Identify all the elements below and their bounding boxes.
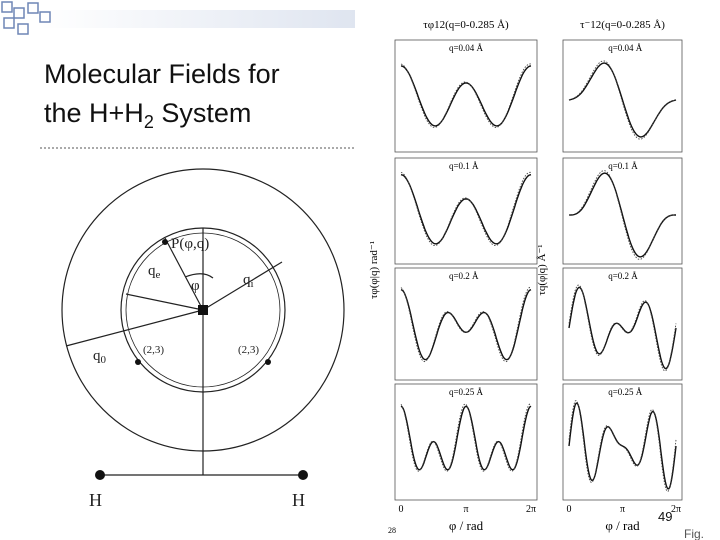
curve-dotted [400,286,532,363]
x-tick-label: π [620,504,625,515]
figure: τφ12(q=0-0.285 Å) τφ(φ|q) rad⁻¹ q=0.04 Å q=… [368,19,704,540]
y-axis-label: τq(φ|q) Å⁻¹ [536,244,548,295]
panel-label: q=0.25 Å [449,387,484,397]
x-tick-label: 0 [399,504,404,515]
panel-label: q=0.1 Å [449,161,479,171]
phi-label: φ [191,278,200,294]
curve-dotted [400,63,532,128]
decor-squares [1,1,51,35]
source-page: 28 [388,526,396,535]
header-bar [40,10,355,28]
panel-label: q=0.1 Å [608,161,638,171]
node-right: (2,3) [238,344,259,356]
x-tick-label: 2π [671,504,681,515]
diagram [61,168,345,476]
title-line2: the H+H2 System [44,98,251,132]
node-left: (2,3) [143,344,164,356]
panel-label: q=0.04 Å [449,43,484,53]
curve [400,174,532,245]
qe-label: qe [148,263,161,281]
y-axis-label: τφ(φ|q) rad⁻¹ [368,241,380,299]
panel-frame [562,157,683,265]
panel-frame [394,157,538,265]
curve [568,62,677,138]
x-tick-label: π [463,504,468,515]
curve-dotted [400,171,532,247]
panel-label: q=0.25 Å [608,387,643,397]
panel-label: q=0.04 Å [608,43,643,53]
curve-dotted [400,403,532,472]
x-axis-label: φ / rad [449,518,484,533]
panel-frame [562,267,683,381]
curve-dotted [568,60,677,140]
panel-header: τ⁻12(q=0-0.285 Å) [580,19,665,31]
curve [400,289,532,361]
panel-frame [562,383,683,501]
qi-label: qi [243,272,254,290]
panel-frame [394,383,538,501]
panel-frame [562,39,683,153]
x-axis-label: φ / rad [605,518,640,533]
panel-label: q=0.2 Å [608,271,638,281]
x-tick-label: 2π [526,504,536,515]
panel-label: q=0.2 Å [449,271,479,281]
atom-right: H [292,490,305,510]
curve [568,286,677,370]
curve-dotted [569,170,676,260]
q0-label: q0 [93,348,107,366]
x-tick-label: 0 [567,504,572,515]
caption: Fig. [684,527,704,540]
curve-dotted [568,284,677,372]
diagram-dots [95,239,308,480]
curve-dotted [568,399,677,492]
curve [400,65,532,127]
atom-left: H [89,490,102,510]
panel-frame [394,39,538,153]
curve [400,405,532,471]
title-line1: Molecular Fields for [44,59,280,89]
curve [569,172,676,258]
panel-frame [394,267,538,381]
panel-header: τφ12(q=0-0.285 Å) [423,19,509,31]
page-number: 49 [658,509,672,524]
point-label: P(φ,q) [171,236,209,252]
